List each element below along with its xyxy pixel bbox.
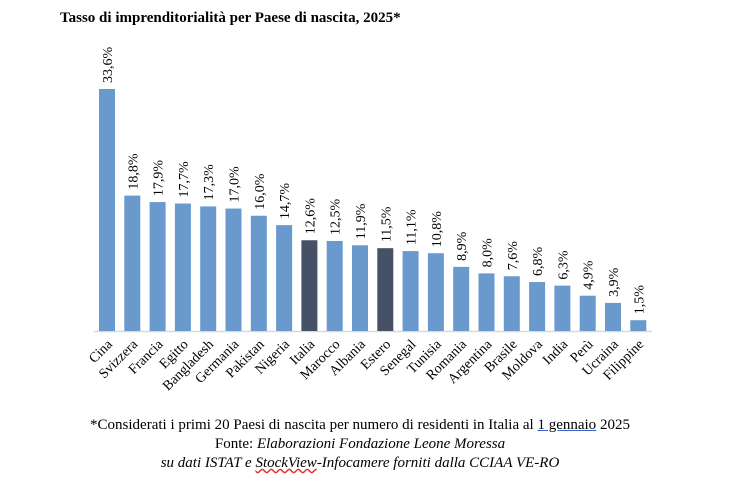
bar-ucraina (605, 302, 621, 331)
footnote-line-1: *Considerati i primi 20 Paesi di nascita… (0, 417, 720, 434)
data-label: 6,3% (556, 250, 571, 280)
source-label: Fonte: (214, 436, 257, 452)
data-label: 12,5% (329, 198, 344, 235)
data-label: 12,6% (303, 198, 318, 235)
source-detail-text: su dati ISTAT e (160, 455, 256, 471)
footnote-date-link[interactable]: 1 gennaio (537, 417, 597, 433)
bar-nigeria (276, 225, 293, 331)
bar-bangladesh (200, 206, 217, 331)
source-text: Elaborazioni Fondazione Leone Moressa (256, 436, 506, 452)
category-label: India (540, 337, 572, 369)
bar-chart: 33,6%Cina18,8%Svizzera17,9%Francia17,7%E… (87, 47, 652, 394)
data-label: 3,9% (607, 267, 622, 297)
bar-albania (352, 245, 368, 331)
footnote-text: *Considerati i primi 20 Paesi di nascita… (90, 417, 538, 433)
bar-senegal (402, 251, 419, 331)
footnote-source: Fonte: Elaborazioni Fondazione Leone Mor… (0, 436, 720, 453)
bar-italia (301, 240, 318, 331)
bar-romania (453, 266, 470, 331)
data-label: 18,8% (126, 153, 141, 190)
data-label: 17,0% (228, 166, 243, 203)
bar-perù (579, 295, 596, 331)
data-label: 11,5% (379, 206, 394, 242)
data-label: 11,1% (405, 209, 420, 245)
bar-cina (99, 89, 115, 331)
bar-svizzera (124, 195, 141, 331)
data-label: 14,7% (278, 183, 293, 220)
data-label: 1,5% (632, 285, 647, 315)
bar-marocco (326, 240, 343, 331)
bar-tunisia (427, 253, 444, 331)
data-label: 16,0% (253, 173, 268, 210)
data-label: 17,3% (202, 164, 217, 201)
bar-brasile (503, 276, 520, 331)
data-label: 17,9% (152, 160, 167, 197)
footnote-source-detail: su dati ISTAT e StockView-Infocamere for… (0, 455, 720, 472)
bar-francia (149, 202, 166, 331)
source-detail-stockview: StockView (255, 455, 317, 471)
footnote-year: 2025 (596, 417, 630, 433)
data-label: 6,8% (531, 247, 546, 277)
chart-title: Tasso di imprenditorialità per Paese di … (60, 10, 401, 26)
data-label: 33,6% (101, 47, 116, 84)
data-label: 8,0% (481, 238, 496, 268)
data-label: 17,7% (177, 161, 192, 198)
data-label: 11,9% (354, 203, 369, 239)
bar-filippine (630, 320, 647, 331)
data-label: 10,8% (430, 211, 445, 248)
source-detail-rest: -Infocamere forniti dalla CCIAA VE-RO (316, 455, 560, 471)
data-label: 8,9% (455, 231, 470, 261)
data-label: 7,6% (506, 241, 521, 271)
bar-egitto (174, 203, 191, 331)
bar-argentina (478, 273, 495, 331)
bar-india (554, 285, 571, 331)
bar-estero (377, 248, 394, 331)
bar-moldova (529, 282, 546, 331)
data-label: 4,9% (582, 260, 597, 290)
bar-germania (225, 208, 242, 331)
bar-pakistan (250, 215, 267, 331)
